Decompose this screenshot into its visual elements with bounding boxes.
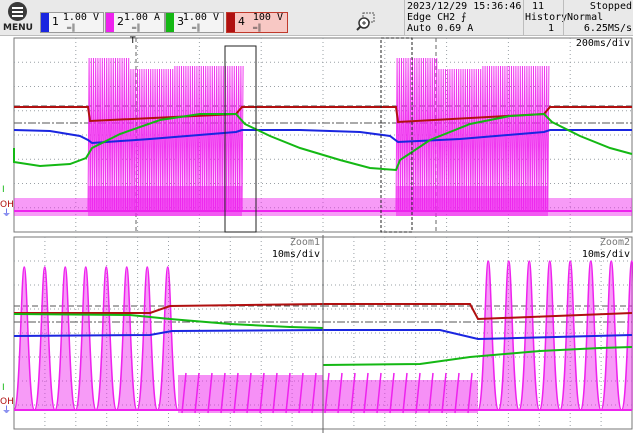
trigger-source: Edge CH2 ⨍ — [407, 12, 467, 23]
zoom-ground-marker-icon: ⏚ — [2, 405, 11, 416]
history-label: History — [525, 12, 568, 23]
zoom1-range-box[interactable] — [224, 45, 257, 233]
channel-3-scale: 1.00 V — [182, 12, 219, 23]
channel-4-coupling-icon: ═║ — [253, 24, 262, 32]
zoom2-title: Zoom2 — [600, 237, 630, 248]
zoom2-timebase: 10ms/div — [582, 249, 630, 260]
channel-3-setting[interactable]: 3 1.00 V ═║ — [165, 12, 224, 33]
zoom2-range-box[interactable] — [380, 37, 413, 233]
channel-3-coupling-icon: ═║ — [192, 24, 201, 32]
zoom1-title: Zoom1 — [290, 237, 320, 248]
channel-2-scale: 1.00 A — [123, 12, 160, 23]
channel-3-swatch — [166, 13, 174, 32]
zoom-waveform-window[interactable]: Zoom1 10ms/div Zoom2 10ms/div I OH ⏚ — [0, 235, 633, 433]
ch3-level-marker: I — [2, 185, 5, 195]
ground-marker-icon: ⏚ — [2, 208, 11, 219]
channel-1-setting[interactable]: 1 1.00 V ═║ — [40, 12, 104, 33]
acquisition-mode: Normal — [567, 12, 604, 23]
zoom-ch4-level-marker: OH — [0, 397, 14, 407]
zoom-ch3-level-marker: I — [2, 383, 5, 393]
channel-1-number: 1 — [52, 15, 59, 28]
history-panel[interactable]: 11 History 1 — [523, 0, 568, 35]
sample-rate: 6.25MS/s — [583, 23, 632, 34]
trigger-info-panel[interactable]: 2023/12/29 15:36:46 Edge CH2 ⨍ Auto 0.69… — [404, 0, 525, 35]
main-timebase: 200ms/div — [576, 38, 630, 49]
history-value: 1 — [548, 23, 555, 34]
channel-1-swatch — [41, 13, 49, 32]
menu-button[interactable]: MENU — [2, 2, 33, 33]
ch4-level-marker: OH — [0, 200, 14, 210]
channel-2-number: 2 — [117, 15, 124, 28]
channel-1-scale: 1.00 V — [62, 12, 99, 23]
channel-3-number: 3 — [177, 15, 184, 28]
run-state: Stopped — [589, 1, 632, 12]
channel-1-coupling-icon: ═║ — [67, 24, 76, 32]
main-waveform-window[interactable]: T 200ms/div I OH ⏚ — [0, 36, 633, 233]
zoom1-timebase: 10ms/div — [272, 249, 320, 260]
zoom-magnifier-icon[interactable] — [356, 12, 376, 32]
acquisition-count: 11 — [532, 1, 545, 12]
zoom-waveforms — [13, 260, 633, 414]
channel-4-number: 4 — [238, 15, 245, 28]
channel-4-setting[interactable]: 4 100 V ═║ — [226, 12, 288, 33]
channel-2-coupling-icon: ═║ — [132, 24, 141, 32]
main-waveforms — [13, 57, 633, 216]
menu-label: MENU — [3, 23, 33, 33]
channel-4-swatch — [227, 13, 235, 32]
run-state-panel[interactable]: Stopped Normal 6.25MS/s — [563, 0, 633, 35]
channel-2-setting[interactable]: 2 1.00 A ═║ — [105, 12, 165, 33]
trigger-level: Auto 0.69 A — [407, 23, 474, 34]
trigger-position-marker: T — [129, 36, 136, 46]
channel-2-swatch — [106, 13, 114, 32]
channel-4-scale: 100 V — [252, 12, 283, 23]
top-status-bar: MENU 1 1.00 V ═║ 2 1.00 A ═║ 3 1.00 V ═║… — [0, 0, 633, 36]
acquisition-datetime: 2023/12/29 15:36:46 — [407, 1, 522, 12]
